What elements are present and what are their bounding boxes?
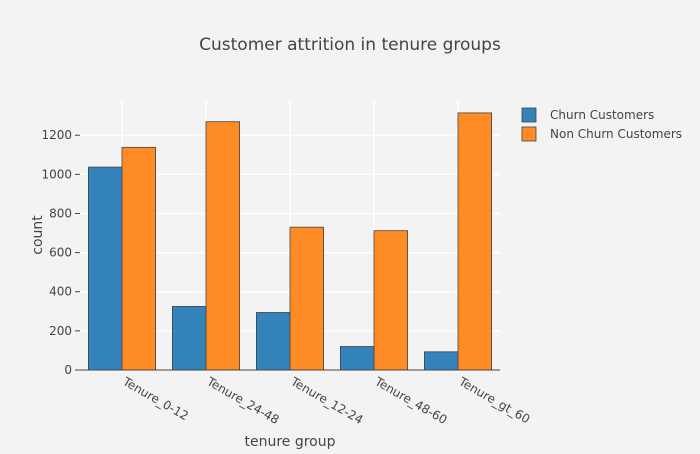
legend-swatch-non-churn (521, 126, 537, 142)
bar-non-churn (121, 146, 156, 371)
y-tick-label: 200 (49, 324, 72, 338)
bar-churn (88, 166, 123, 371)
bar-non-churn (457, 112, 492, 371)
y-tick-label: 800 (49, 206, 72, 220)
bar-churn (171, 306, 207, 371)
bar-non-churn (205, 121, 240, 371)
bar-non-churn (373, 230, 408, 371)
chart-title: Customer attrition in tenure groups (199, 35, 501, 55)
legend-swatch-churn (521, 107, 537, 123)
x-axis-title: tenure group (244, 434, 335, 450)
bar-churn (423, 351, 459, 371)
bar-churn (339, 346, 375, 371)
y-tick-label: 0 (64, 363, 72, 377)
y-tick-label: 400 (49, 285, 72, 299)
y-tick-label: 1200 (41, 128, 72, 142)
y-tick-label: 1000 (41, 167, 72, 181)
legend: Churn Customers Non Churn Customers (521, 107, 682, 142)
bar-churn (255, 312, 291, 371)
legend-label-churn: Churn Customers (550, 108, 654, 122)
legend-label-non-churn: Non Churn Customers (550, 127, 682, 141)
bar-non-churn (289, 226, 324, 371)
y-tick-label: 600 (49, 246, 72, 260)
y-axis-title: count (30, 215, 46, 255)
